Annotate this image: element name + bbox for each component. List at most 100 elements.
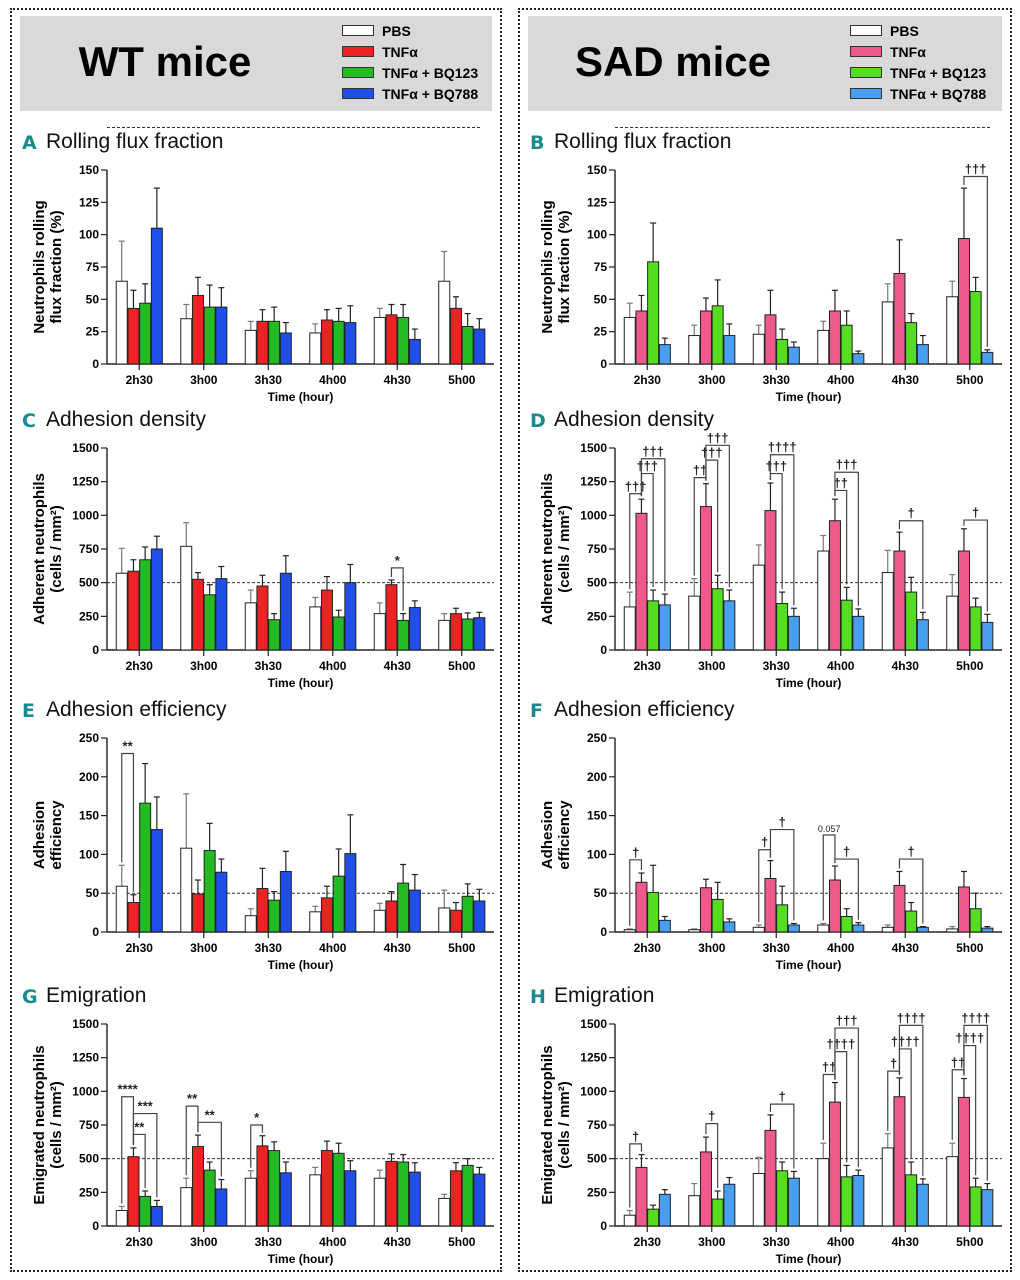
bar-tnf-bq123	[332, 320, 345, 365]
significance-label: ††††	[961, 1010, 990, 1025]
bar-tnf-bq123	[711, 898, 724, 933]
significance-label: †	[908, 844, 915, 859]
x-tick-label: 3h30	[255, 373, 283, 387]
bar-tnf-bq788	[787, 924, 800, 933]
y-tick-label: 0	[600, 643, 607, 657]
chart-a: 0 25 50 75 100 125 150 Neutrophils rolling flux …	[31, 163, 494, 404]
y-tick-label: 1000	[72, 1084, 99, 1098]
bar-tnf-bq123	[268, 899, 281, 933]
legend-label: TNFα	[382, 43, 418, 60]
y-tick-label: 150	[79, 163, 99, 177]
bar-tnf-	[828, 1101, 841, 1227]
y-tick-label: 75	[86, 260, 100, 274]
significance-label: ††	[693, 463, 707, 478]
x-tick-label: 5h00	[448, 941, 476, 955]
significance-label: ††	[822, 1060, 836, 1075]
significance-label: **	[134, 1119, 145, 1134]
significance-label: †††	[836, 1013, 858, 1028]
y-tick-label: 50	[594, 292, 608, 306]
x-tick-label: 4h00	[319, 659, 347, 673]
significance-label: ***	[138, 1099, 154, 1114]
x-tick-label: 4h00	[827, 659, 855, 673]
bar-tnf-bq788	[916, 1183, 929, 1227]
y-tick-label: 100	[587, 228, 607, 242]
y-axis-label: (cells / mm²)	[48, 505, 65, 593]
x-tick-label: 5h00	[956, 373, 984, 387]
x-tick-label: 4h30	[384, 659, 412, 673]
significance-bracket	[390, 567, 404, 611]
y-tick-label: 25	[594, 325, 608, 339]
legend-swatch-bq788	[850, 88, 882, 99]
bar-pbs	[438, 280, 451, 365]
significance-bracket	[185, 1105, 199, 1176]
y-tick-label: 1500	[72, 441, 99, 455]
bar-tnf-	[449, 1170, 462, 1227]
bar-tnf-bq788	[215, 1188, 228, 1227]
bar-tnf-bq123	[461, 1164, 474, 1227]
y-tick-label: 0	[600, 1219, 607, 1233]
panel-letter: H	[530, 986, 546, 1008]
bar-tnf-bq123	[840, 324, 853, 365]
significance-bracket	[834, 471, 859, 606]
bar-tnf-bq788	[658, 604, 671, 651]
bar-tnf-bq788	[279, 332, 292, 365]
y-axis-label: Emigrated neutrophils	[539, 1045, 556, 1204]
significance-label: †	[843, 844, 850, 859]
y-axis-label: Neutrophils rolling	[539, 200, 556, 333]
significance-label: ††††	[891, 1034, 920, 1049]
significance-bracket	[769, 1103, 795, 1169]
y-tick-label: 250	[79, 731, 99, 745]
y-tick-label: 0	[92, 643, 99, 657]
legend-item-bq788: TNFα + BQ788	[850, 83, 986, 104]
x-tick-label: 5h00	[448, 373, 476, 387]
bar-tnf-	[449, 307, 462, 365]
significance-label: †	[632, 1129, 639, 1144]
bar-tnf-	[191, 1146, 204, 1227]
bar-tnf-	[385, 314, 398, 365]
y-tick-label: 1250	[580, 475, 607, 489]
bar-tnf-bq788	[916, 619, 929, 651]
bar-pbs	[623, 316, 636, 365]
y-tick-label: 500	[79, 1152, 99, 1166]
x-axis-label: Time (hour)	[268, 1252, 334, 1266]
sad-legend: PBS TNFα TNFα + BQ123 TNFα + BQ788	[850, 20, 986, 104]
x-tick-label: 4h30	[384, 941, 412, 955]
bar-tnf-bq123	[268, 619, 281, 651]
bar-pbs	[817, 924, 830, 933]
bar-tnf-bq788	[787, 615, 800, 651]
bar-tnf-	[320, 319, 333, 365]
y-tick-label: 750	[587, 1118, 607, 1132]
bar-pbs	[946, 296, 959, 365]
bar-tnf-bq123	[647, 891, 660, 933]
chart-h: 0 250 500 750 1000 1250 1500 Emigrated neutroph…	[539, 1010, 1002, 1266]
bar-tnf-bq788	[150, 1205, 163, 1227]
bar-tnf-bq788	[215, 578, 228, 651]
significance-bracket	[132, 1112, 158, 1198]
bar-tnf-bq788	[344, 853, 357, 933]
bar-tnf-	[256, 1145, 269, 1227]
bar-tnf-	[893, 884, 906, 933]
significance-label: ††††	[768, 440, 797, 455]
bar-tnf-bq788	[473, 900, 486, 933]
significance-label: ††	[834, 475, 848, 490]
bar-tnf-	[957, 550, 970, 651]
x-tick-label: 3h30	[763, 1235, 791, 1249]
legend-label: PBS	[890, 22, 919, 39]
bar-tnf-	[828, 520, 841, 651]
bar-tnf-bq123	[461, 618, 474, 651]
significance-bracket	[822, 834, 836, 921]
bar-tnf-bq788	[408, 889, 421, 933]
panel-f: F Adhesion efficiency 0 50 100 150 200 250 Adh…	[520, 698, 1010, 982]
bar-pbs	[688, 929, 701, 933]
y-axis-label: Adhesion	[31, 801, 48, 869]
panel-letter: G	[22, 986, 38, 1008]
bar-pbs	[881, 926, 894, 933]
legend-item-tnfa: TNFα	[342, 41, 478, 62]
bar-tnf-bq123	[139, 302, 152, 365]
bar-tnf-	[828, 879, 841, 933]
bar-tnf-	[764, 510, 777, 651]
bar-pbs	[180, 847, 193, 933]
bar-tnf-	[191, 893, 204, 933]
bar-pbs	[752, 333, 765, 365]
panel-e: E Adhesion efficiency 0 50 100 150 200 250 Adh…	[12, 698, 500, 982]
